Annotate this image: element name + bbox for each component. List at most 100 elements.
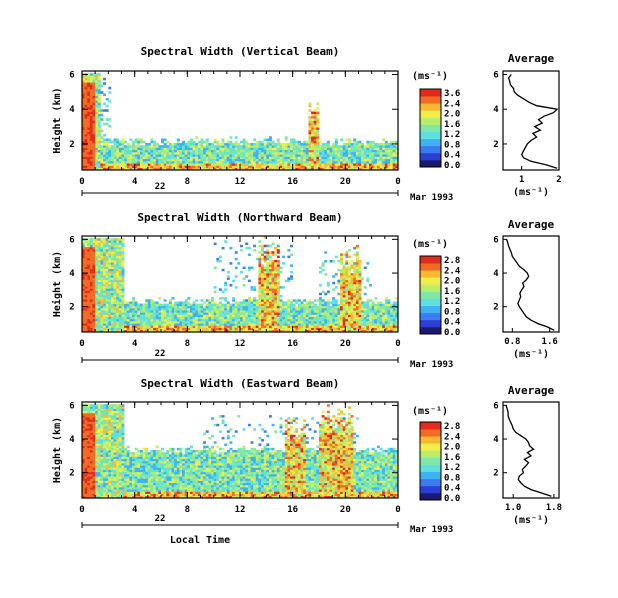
heatmap-cell <box>250 321 254 324</box>
heatmap-cell <box>89 288 93 291</box>
heatmap-cell <box>355 251 359 254</box>
heatmap-cell <box>371 303 375 307</box>
heatmap-cell <box>158 147 162 151</box>
heatmap-cell <box>347 161 351 164</box>
heatmap-cell <box>334 303 338 307</box>
heatmap-cell <box>382 163 386 166</box>
heatmap-cell <box>142 318 146 322</box>
heatmap-cell <box>305 158 309 162</box>
heatmap-cell <box>105 275 109 278</box>
heatmap-cell <box>342 264 346 267</box>
heatmap-cell <box>261 292 264 296</box>
heatmap-cell <box>247 321 251 324</box>
heatmap-cell <box>155 154 159 157</box>
heatmap-cell <box>97 77 101 81</box>
heatmap-cell <box>100 257 104 261</box>
heatmap-cell <box>184 167 188 171</box>
heatmap-cell <box>282 262 286 265</box>
heatmap-cell <box>290 327 293 331</box>
heatmap-cell <box>211 321 214 324</box>
heatmap-cell <box>213 301 217 304</box>
heatmap-cell <box>342 279 346 283</box>
heatmap-cell <box>395 147 399 151</box>
avg-y-tick-label: 6 <box>493 235 498 245</box>
heatmap-cell <box>105 286 109 289</box>
heatmap-cell <box>87 143 91 146</box>
heatmap-cell <box>329 149 333 153</box>
heatmap-cell <box>105 316 109 320</box>
heatmap-cell <box>121 158 125 162</box>
heatmap-cell <box>350 149 354 153</box>
heatmap-cell <box>363 163 367 166</box>
heatmap-cell <box>121 292 125 296</box>
heatmap-cell <box>134 321 138 324</box>
heatmap-cell <box>87 93 91 97</box>
heatmap-cell <box>163 167 167 171</box>
heatmap-cell <box>161 145 164 148</box>
heatmap-cell <box>116 264 120 267</box>
heatmap-cell <box>82 152 85 155</box>
heatmap-cell <box>100 482 104 486</box>
heatmap-cell <box>118 284 122 287</box>
heatmap-cell <box>226 303 230 307</box>
heatmap-cell <box>168 301 172 304</box>
heatmap-cell <box>137 327 141 331</box>
heatmap-cell <box>229 323 233 326</box>
heatmap-cell <box>205 299 209 302</box>
heatmap-cell <box>105 273 109 276</box>
heatmap-cell <box>168 156 172 160</box>
heatmap-cell <box>263 138 267 142</box>
heatmap-cell <box>392 145 396 148</box>
heatmap-cell <box>150 147 154 151</box>
heatmap-cell <box>245 145 249 148</box>
heatmap-cell <box>147 161 151 164</box>
heatmap-cell <box>105 163 109 166</box>
heatmap-cell <box>261 305 264 309</box>
heatmap-cell <box>118 147 122 151</box>
heatmap-cell <box>87 279 91 283</box>
heatmap-cell <box>100 240 104 243</box>
heatmap-cell <box>308 152 312 155</box>
heatmap-cell <box>258 294 262 298</box>
heatmap-cell <box>108 329 112 333</box>
heatmap-cell <box>308 149 312 153</box>
heatmap-cell <box>353 163 357 166</box>
heatmap-cell <box>192 327 196 331</box>
heatmap-cell <box>161 147 164 151</box>
heatmap-cell <box>234 152 238 155</box>
heatmap-cell <box>92 423 96 427</box>
heatmap-cell <box>274 249 278 252</box>
heatmap-cell <box>197 312 201 315</box>
heatmap-cell <box>89 86 93 90</box>
heatmap-cell <box>261 140 264 144</box>
heatmap-cell <box>116 284 120 287</box>
heatmap-cell <box>163 321 167 324</box>
heatmap-cell <box>174 301 178 304</box>
heatmap-cell <box>95 129 99 133</box>
heatmap-cell <box>250 167 254 171</box>
heatmap-cell <box>184 325 188 328</box>
heatmap-cell <box>211 158 214 162</box>
heatmap-cell <box>305 318 309 322</box>
heatmap-cell <box>350 275 354 278</box>
heatmap-cell <box>319 303 322 307</box>
heatmap-cell <box>334 323 338 326</box>
heatmap-cell <box>113 246 117 250</box>
heatmap-cell <box>134 161 138 164</box>
heatmap-cell <box>358 318 362 322</box>
heatmap-cell <box>129 145 133 148</box>
heatmap-cell <box>92 450 96 453</box>
heatmap-cell <box>369 163 372 166</box>
heatmap-cell <box>218 321 222 324</box>
heatmap-cell <box>84 286 88 289</box>
heatmap-cell <box>361 308 365 311</box>
heatmap-cell <box>345 273 349 276</box>
heatmap-cell <box>292 299 296 302</box>
heatmap-cell <box>134 147 138 151</box>
heatmap-cell <box>255 143 259 146</box>
heatmap-cell <box>266 266 270 270</box>
heatmap-cell <box>82 240 85 243</box>
heatmap-cell <box>266 152 270 155</box>
heatmap-cell <box>284 305 288 309</box>
heatmap-cell <box>87 129 91 133</box>
